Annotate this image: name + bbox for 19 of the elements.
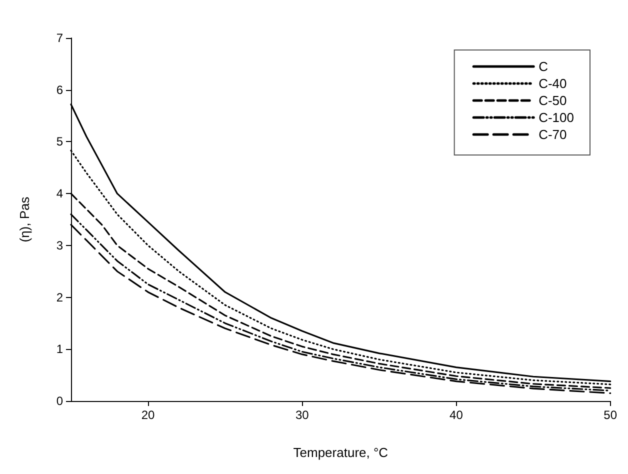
- y-tick-label: 6: [56, 82, 64, 97]
- x-tick-label: 40: [450, 408, 464, 422]
- legend-label: C-40: [538, 76, 567, 91]
- y-tick-label: 3: [56, 238, 64, 252]
- legend-label: C: [538, 59, 548, 74]
- x-tick-label: 30: [295, 408, 310, 422]
- y-axis-title: (η), Pas: [17, 196, 32, 242]
- x-tick-label: 50: [604, 408, 618, 422]
- y-tick-label: 5: [56, 134, 64, 149]
- y-tick-label: 2: [56, 290, 64, 304]
- y-tick-label: 4: [56, 186, 64, 201]
- y-tick-label: 0: [56, 394, 64, 408]
- y-tick-label: 7: [56, 31, 64, 45]
- x-axis-title: Temperature, °C: [293, 445, 388, 460]
- legend-label: C-100: [538, 110, 574, 125]
- legend-label: C-50: [538, 93, 567, 108]
- y-tick-label: 1: [56, 342, 64, 356]
- legend-label: C-70: [538, 127, 567, 142]
- x-tick-label: 20: [141, 408, 156, 422]
